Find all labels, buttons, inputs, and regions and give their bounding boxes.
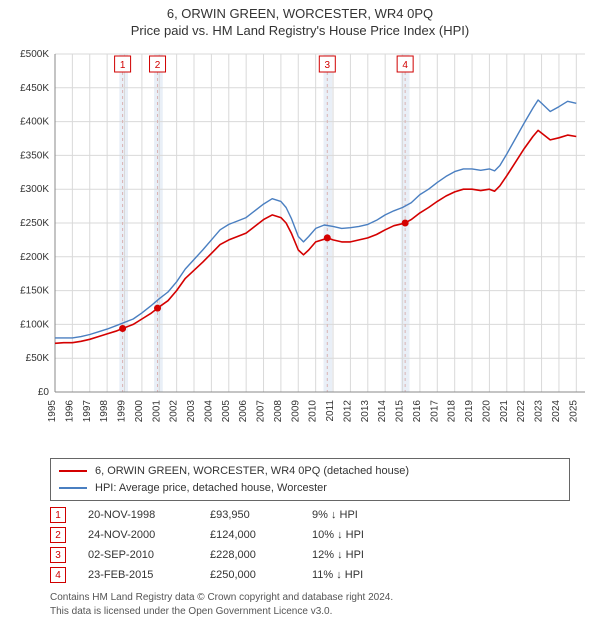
chart-container: £0 £50K £100K £150K £200K £250K £300K £350K £400… bbox=[0, 42, 600, 452]
title-line-1: 6, ORWIN GREEN, WORCESTER, WR4 0PQ bbox=[0, 6, 600, 21]
marker-badge: 3 bbox=[325, 60, 331, 71]
event-date: 20-NOV-1998 bbox=[88, 509, 188, 521]
x-tick-label: 2005 bbox=[221, 400, 232, 423]
event-delta: 9% ↓ HPI bbox=[312, 509, 402, 521]
y-tick-label: £150K bbox=[20, 286, 49, 297]
x-tick-label: 2013 bbox=[360, 400, 371, 423]
event-delta: 10% ↓ HPI bbox=[312, 529, 402, 541]
x-tick-label: 2018 bbox=[447, 400, 458, 423]
x-tick-label: 2024 bbox=[551, 400, 562, 423]
events-table: 1 20-NOV-1998 £93,950 9% ↓ HPI 2 24-NOV-… bbox=[50, 505, 570, 585]
legend-swatch bbox=[59, 487, 87, 489]
x-tick-label: 2019 bbox=[464, 400, 475, 423]
legend: 6, ORWIN GREEN, WORCESTER, WR4 0PQ (deta… bbox=[50, 458, 570, 501]
legend-row: 6, ORWIN GREEN, WORCESTER, WR4 0PQ (deta… bbox=[59, 463, 561, 480]
y-tick-label: £200K bbox=[20, 252, 49, 263]
x-tick-label: 2021 bbox=[499, 400, 510, 423]
marker-badge: 2 bbox=[155, 60, 161, 71]
x-tick-label: 1999 bbox=[117, 400, 128, 423]
event-badge: 1 bbox=[50, 507, 66, 523]
y-tick-label: £350K bbox=[20, 150, 49, 161]
x-tick-label: 2020 bbox=[481, 400, 492, 423]
legend-row: HPI: Average price, detached house, Worc… bbox=[59, 480, 561, 497]
x-tick-label: 2010 bbox=[308, 400, 319, 423]
x-tick-label: 2011 bbox=[325, 400, 336, 422]
x-tick-label: 1996 bbox=[64, 400, 75, 423]
event-row: 4 23-FEB-2015 £250,000 11% ↓ HPI bbox=[50, 565, 570, 585]
event-delta: 11% ↓ HPI bbox=[312, 569, 402, 581]
x-tick-label: 2001 bbox=[151, 400, 162, 423]
footer: Contains HM Land Registry data © Crown c… bbox=[50, 591, 570, 618]
event-row: 1 20-NOV-1998 £93,950 9% ↓ HPI bbox=[50, 505, 570, 525]
event-date: 23-FEB-2015 bbox=[88, 569, 188, 581]
event-date: 24-NOV-2000 bbox=[88, 529, 188, 541]
x-tick-label: 2004 bbox=[203, 400, 214, 423]
x-tick-label: 2023 bbox=[534, 400, 545, 423]
y-tick-label: £0 bbox=[38, 387, 50, 398]
x-tick-label: 1995 bbox=[47, 400, 58, 423]
event-row: 2 24-NOV-2000 £124,000 10% ↓ HPI bbox=[50, 525, 570, 545]
x-tick-label: 2003 bbox=[186, 400, 197, 423]
x-tick-label: 2002 bbox=[169, 400, 180, 423]
y-tick-label: £300K bbox=[20, 184, 49, 195]
x-tick-label: 2007 bbox=[256, 400, 267, 423]
x-tick-label: 2008 bbox=[273, 400, 284, 423]
marker-badge: 4 bbox=[402, 60, 408, 71]
y-tick-label: £400K bbox=[20, 117, 49, 128]
x-tick-label: 2017 bbox=[429, 400, 440, 423]
y-tick-label: £250K bbox=[20, 218, 49, 229]
x-tick-label: 2000 bbox=[134, 400, 145, 423]
legend-label: 6, ORWIN GREEN, WORCESTER, WR4 0PQ (deta… bbox=[95, 463, 409, 480]
legend-label: HPI: Average price, detached house, Worc… bbox=[95, 480, 327, 497]
x-tick-label: 2016 bbox=[412, 400, 423, 423]
x-tick-label: 1997 bbox=[82, 400, 93, 423]
title-line-2: Price paid vs. HM Land Registry's House … bbox=[0, 23, 600, 38]
x-tick-label: 1998 bbox=[99, 400, 110, 423]
event-row: 3 02-SEP-2010 £228,000 12% ↓ HPI bbox=[50, 545, 570, 565]
x-tick-label: 2025 bbox=[568, 400, 579, 423]
y-tick-label: £50K bbox=[26, 353, 50, 364]
footer-line-1: Contains HM Land Registry data © Crown c… bbox=[50, 591, 570, 605]
footer-line-2: This data is licensed under the Open Gov… bbox=[50, 605, 570, 619]
event-price: £228,000 bbox=[210, 549, 290, 561]
event-price: £93,950 bbox=[210, 509, 290, 521]
legend-swatch bbox=[59, 470, 87, 472]
x-tick-label: 2006 bbox=[238, 400, 249, 423]
y-tick-label: £500K bbox=[20, 49, 49, 60]
x-tick-label: 2015 bbox=[395, 400, 406, 423]
x-tick-label: 2009 bbox=[290, 400, 301, 423]
y-tick-label: £450K bbox=[20, 83, 49, 94]
event-badge: 3 bbox=[50, 547, 66, 563]
marker-badge: 1 bbox=[120, 60, 126, 71]
event-price: £250,000 bbox=[210, 569, 290, 581]
event-delta: 12% ↓ HPI bbox=[312, 549, 402, 561]
event-date: 02-SEP-2010 bbox=[88, 549, 188, 561]
x-tick-label: 2022 bbox=[516, 400, 527, 423]
x-tick-label: 2014 bbox=[377, 400, 388, 423]
title-block: 6, ORWIN GREEN, WORCESTER, WR4 0PQ Price… bbox=[0, 0, 600, 42]
event-badge: 2 bbox=[50, 527, 66, 543]
x-tick-label: 2012 bbox=[342, 400, 353, 423]
event-price: £124,000 bbox=[210, 529, 290, 541]
y-tick-label: £100K bbox=[20, 319, 49, 330]
chart-svg: £0 £50K £100K £150K £200K £250K £300K £350K £400… bbox=[0, 42, 600, 452]
event-badge: 4 bbox=[50, 567, 66, 583]
